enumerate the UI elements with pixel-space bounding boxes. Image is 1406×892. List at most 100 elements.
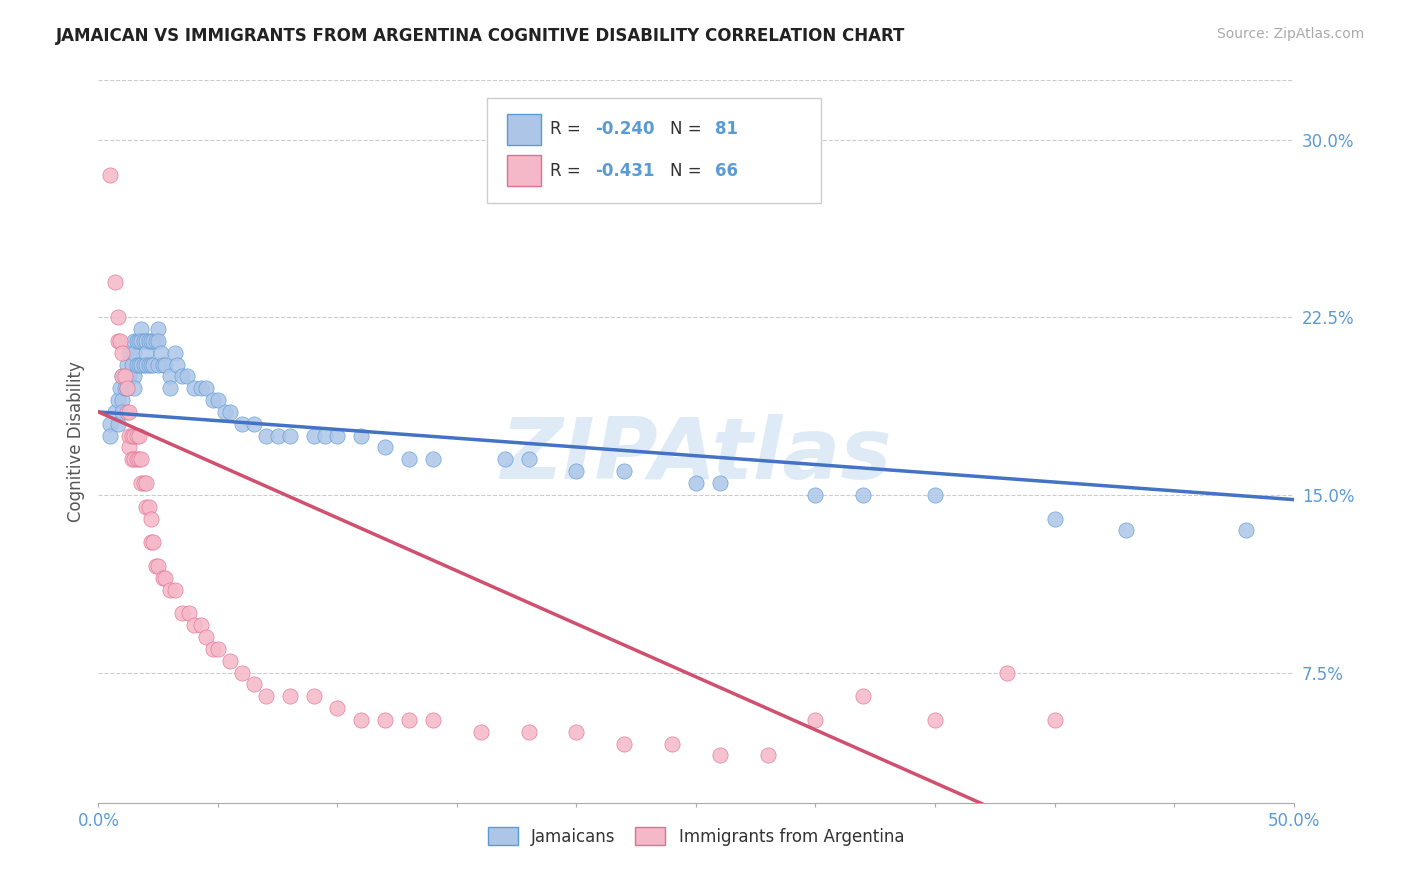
Point bbox=[517, 452, 540, 467]
Point bbox=[124, 334, 146, 348]
Point bbox=[685, 475, 707, 490]
Point bbox=[148, 358, 170, 372]
Point bbox=[852, 689, 875, 703]
Point bbox=[163, 582, 186, 597]
Point bbox=[202, 641, 225, 656]
Point bbox=[108, 381, 131, 395]
Text: 66: 66 bbox=[716, 161, 738, 179]
Point bbox=[107, 310, 129, 325]
Point bbox=[125, 334, 148, 348]
Point bbox=[302, 428, 325, 442]
Point bbox=[118, 405, 141, 419]
Point bbox=[613, 737, 636, 751]
Point bbox=[145, 558, 167, 573]
Text: JAMAICAN VS IMMIGRANTS FROM ARGENTINA COGNITIVE DISABILITY CORRELATION CHART: JAMAICAN VS IMMIGRANTS FROM ARGENTINA CO… bbox=[56, 27, 905, 45]
Point bbox=[108, 334, 131, 348]
Point bbox=[139, 535, 162, 549]
Point bbox=[128, 358, 150, 372]
Text: N =: N = bbox=[669, 120, 707, 138]
Point bbox=[231, 665, 253, 680]
Text: 81: 81 bbox=[716, 120, 738, 138]
Point bbox=[115, 405, 138, 419]
Point bbox=[152, 571, 174, 585]
Point bbox=[135, 500, 157, 514]
Point bbox=[565, 464, 588, 478]
Point bbox=[190, 381, 212, 395]
Point bbox=[326, 428, 349, 442]
Point bbox=[124, 345, 146, 359]
Point bbox=[179, 607, 201, 621]
Point bbox=[98, 417, 122, 431]
Point bbox=[350, 428, 373, 442]
Point bbox=[207, 641, 229, 656]
Point bbox=[166, 358, 188, 372]
Point bbox=[118, 441, 141, 455]
Point bbox=[128, 334, 150, 348]
Point bbox=[114, 369, 136, 384]
Point bbox=[121, 452, 143, 467]
Point bbox=[995, 665, 1018, 680]
Point bbox=[278, 428, 301, 442]
FancyBboxPatch shape bbox=[508, 114, 541, 145]
Point bbox=[121, 358, 143, 372]
Point bbox=[398, 452, 420, 467]
Point bbox=[1043, 713, 1066, 727]
Point bbox=[195, 630, 218, 644]
Point bbox=[231, 417, 253, 431]
Point bbox=[183, 381, 205, 395]
Point bbox=[565, 724, 588, 739]
Point bbox=[148, 322, 170, 336]
Text: R =: R = bbox=[550, 161, 586, 179]
Text: -0.240: -0.240 bbox=[596, 120, 655, 138]
Point bbox=[374, 441, 396, 455]
Point bbox=[111, 369, 134, 384]
Text: ZIPAtlas: ZIPAtlas bbox=[501, 415, 891, 498]
Point bbox=[924, 488, 946, 502]
Point bbox=[202, 393, 225, 408]
Point bbox=[422, 452, 444, 467]
Point bbox=[107, 393, 129, 408]
Point bbox=[132, 334, 155, 348]
Point bbox=[131, 358, 153, 372]
Point bbox=[190, 618, 212, 632]
Point bbox=[804, 713, 827, 727]
Point bbox=[350, 713, 373, 727]
Point bbox=[135, 334, 157, 348]
Point bbox=[142, 334, 165, 348]
Point bbox=[124, 452, 146, 467]
Point bbox=[243, 417, 266, 431]
Point bbox=[302, 689, 325, 703]
Point bbox=[118, 345, 141, 359]
FancyBboxPatch shape bbox=[508, 155, 541, 186]
Point bbox=[111, 393, 134, 408]
Point bbox=[104, 275, 127, 289]
Point bbox=[138, 334, 160, 348]
Point bbox=[1043, 511, 1066, 525]
Point bbox=[176, 369, 198, 384]
Point bbox=[159, 369, 181, 384]
Point bbox=[852, 488, 875, 502]
Point bbox=[155, 358, 177, 372]
Point bbox=[145, 334, 167, 348]
Point bbox=[159, 582, 181, 597]
Point bbox=[121, 428, 143, 442]
Point bbox=[163, 345, 186, 359]
Point bbox=[148, 334, 170, 348]
Point bbox=[142, 358, 165, 372]
Legend: Jamaicans, Immigrants from Argentina: Jamaicans, Immigrants from Argentina bbox=[481, 821, 911, 852]
Point bbox=[470, 724, 492, 739]
Point bbox=[804, 488, 827, 502]
Point bbox=[125, 428, 148, 442]
Point bbox=[128, 428, 150, 442]
Point bbox=[128, 452, 150, 467]
Point bbox=[124, 369, 146, 384]
Point bbox=[219, 405, 242, 419]
Point bbox=[131, 452, 153, 467]
Point bbox=[326, 701, 349, 715]
Point bbox=[139, 511, 162, 525]
Point bbox=[118, 428, 141, 442]
Point bbox=[107, 334, 129, 348]
Point bbox=[278, 689, 301, 703]
Point bbox=[613, 464, 636, 478]
Point bbox=[115, 358, 138, 372]
